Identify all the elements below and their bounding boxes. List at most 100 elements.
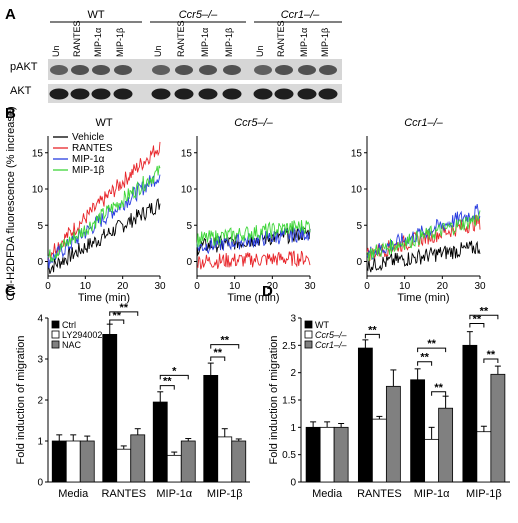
y-axis-label: Fold induction of migration [268, 335, 280, 464]
x-tick-label: Media [312, 488, 343, 500]
x-tick-label: RANTES [357, 488, 402, 500]
significance-bracket [431, 391, 447, 396]
blot-band-akt [151, 88, 171, 100]
legend-label: LY294002 [62, 330, 102, 340]
significance-label: ** [420, 352, 429, 364]
legend-label: MIP-1α [72, 154, 105, 165]
y-tick-label: 2 [37, 396, 43, 407]
blot-band-akt [274, 88, 294, 100]
y-tick-label: 15 [181, 148, 193, 159]
legend-label: WT [315, 320, 329, 330]
blot-row-label-pakt: pAKT [10, 61, 38, 73]
blot-band-akt [91, 88, 111, 100]
x-axis-label: Time (min) [227, 292, 279, 304]
blot-lane-labels: Un RANTES MIP-1α MIP-1β Un RANTES MIP-1α MIP-1β… [51, 20, 330, 57]
bar [371, 418, 387, 483]
blot-band-pakt [254, 65, 272, 75]
series-line-RANTES [47, 141, 161, 262]
legend-label: NAC [62, 340, 82, 350]
legend-swatch [51, 330, 60, 339]
blot-group-ccr5: Ccr5–/– [179, 9, 218, 21]
y-tick-label: 1 [290, 423, 296, 434]
blot-band-akt [113, 88, 133, 100]
y-tick-label: 1 [37, 437, 43, 448]
y-tick-label: 4 [37, 314, 43, 325]
y-tick-label: 0 [37, 257, 43, 268]
x-axis-label: Time (min) [397, 292, 449, 304]
panel-label-b: B [5, 105, 16, 122]
blot-group-headers: WT Ccr5–/– Ccr1–/– [50, 9, 342, 23]
bar [305, 426, 321, 483]
blot-band-akt [318, 88, 338, 100]
bar [231, 440, 247, 483]
blot-band-akt [70, 88, 90, 100]
bar [79, 440, 95, 483]
x-tick-label: 10 [399, 281, 411, 292]
x-tick-label: MIP-1β [466, 488, 502, 500]
y-tick-label: 10 [181, 185, 193, 196]
significance-bracket [483, 358, 499, 363]
panel-label-a: A [5, 6, 16, 23]
legend-swatch [51, 340, 60, 349]
significance-bracket [417, 361, 433, 366]
blot-band-akt [174, 88, 194, 100]
legend-swatch [51, 320, 60, 329]
blot-lane-label: MIP-1β [115, 28, 125, 57]
bar [438, 407, 454, 483]
x-tick-label: MIP-1α [156, 488, 192, 500]
y-tick-label: 2 [290, 368, 296, 379]
x-tick-label: 30 [154, 281, 166, 292]
x-tick-label: RANTES [101, 488, 146, 500]
legend-label: MIP-1β [72, 165, 105, 176]
blot-lane-label: Un [51, 45, 61, 57]
x-tick-label: 30 [474, 281, 486, 292]
blot-band-pakt [71, 65, 89, 75]
significance-label: ** [112, 310, 121, 322]
series-line-MIP-1α [47, 174, 161, 269]
x-tick-label: 10 [80, 281, 92, 292]
series-line-MIP-1β [196, 220, 311, 248]
blot-lane-label: MIP-1α [93, 28, 103, 57]
bar [490, 373, 506, 483]
y-tick-label: 5 [356, 221, 362, 232]
y-tick-label: 10 [32, 185, 44, 196]
series-line-RANTES [196, 250, 311, 270]
significance-label: ** [427, 338, 436, 350]
significance-bracket [109, 311, 139, 316]
blot-lane-label: RANTES [72, 20, 82, 57]
x-tick-label: Media [58, 488, 89, 500]
blot-band-pakt [199, 65, 217, 75]
panel-label-d: D [262, 283, 273, 300]
blot-band-pakt [223, 65, 241, 75]
blot-band-pakt [152, 65, 170, 75]
panel-label-c: C [5, 283, 16, 300]
significance-bracket [159, 385, 175, 390]
x-tick-label: 30 [304, 281, 316, 292]
bar [102, 333, 118, 483]
bar [152, 401, 168, 483]
blot-band-akt [49, 88, 69, 100]
bar [385, 385, 401, 483]
blot-lane-label: MIP-1β [320, 28, 330, 57]
blot-band-akt [297, 88, 317, 100]
y-tick-label: 5 [37, 221, 43, 232]
y-tick-label: 0 [290, 478, 296, 489]
y-tick-label: 0 [186, 257, 192, 268]
blot-band-pakt [298, 65, 316, 75]
y-axis-label: Fold induction of migration [15, 335, 27, 464]
legend-swatch [304, 320, 313, 329]
bar [462, 344, 478, 483]
blot-lane-label: RANTES [276, 20, 286, 57]
series-line-MIP-1β [367, 210, 481, 262]
line-chart-title: WT [95, 117, 112, 129]
bar [333, 426, 349, 483]
blot-band-pakt [92, 65, 110, 75]
x-axis-label: Time (min) [78, 292, 130, 304]
legend-label: RANTES [72, 143, 113, 154]
blot-lane-label: MIP-1α [299, 28, 309, 57]
blot-bands [49, 65, 338, 100]
x-tick-label: 20 [437, 281, 449, 292]
blot-lane-label: MIP-1β [224, 28, 234, 57]
blot-row-label-akt: AKT [10, 85, 32, 97]
y-tick-label: 15 [32, 148, 44, 159]
